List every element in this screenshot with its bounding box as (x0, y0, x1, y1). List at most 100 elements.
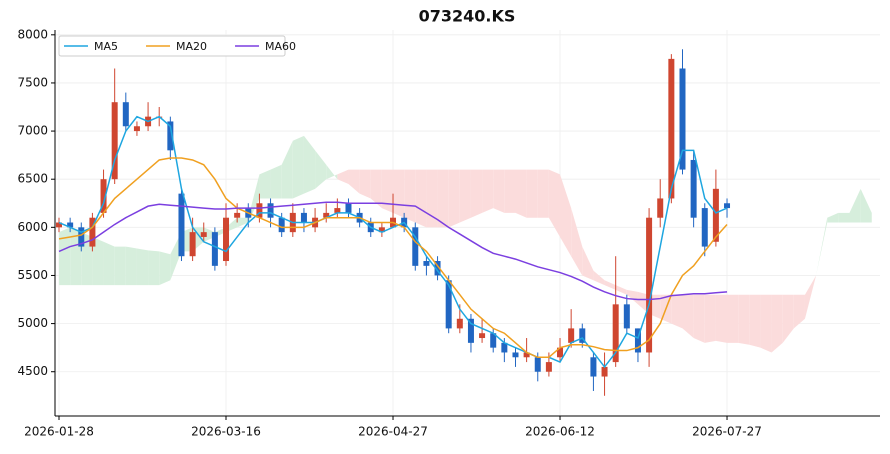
candle-body (278, 217, 285, 233)
cloud-segment (526, 169, 538, 218)
cloud-segment (448, 169, 460, 228)
cloud-segment (303, 135, 316, 194)
cloud-segment (615, 285, 627, 295)
cloud-segment (782, 294, 794, 343)
x-tick-label: 2026-01-28 (24, 425, 94, 439)
x-tick-label: 2026-03-16 (191, 425, 261, 439)
cloud-segment (270, 164, 282, 199)
cloud-segment (237, 217, 249, 228)
cloud-segment (482, 169, 494, 213)
cloud-segment (259, 169, 271, 199)
candle-body (701, 208, 708, 247)
candle-body (690, 159, 697, 218)
cloud-segment (114, 246, 126, 286)
candle-body (724, 203, 731, 209)
candle-body (512, 352, 519, 358)
ma-line (58, 201, 728, 301)
candle-body (445, 280, 452, 329)
cloud-segment (370, 169, 382, 209)
candle-body (456, 318, 463, 329)
cloud-segment (604, 280, 616, 290)
candle-body (657, 198, 664, 218)
cloud-segment (727, 294, 739, 343)
y-tick-label: 4500 (17, 364, 48, 378)
y-tick-label: 8000 (17, 27, 48, 41)
candle-body (78, 227, 85, 247)
cloud-segment (148, 250, 160, 286)
cloud-segment (838, 212, 850, 223)
cloud-segment (292, 135, 304, 199)
cloud-segment (426, 169, 438, 228)
cloud-segment (348, 169, 360, 194)
cloud-segment (125, 246, 137, 286)
cloud-segment (92, 236, 104, 286)
cloud-segment (593, 270, 605, 286)
cloud-segment (738, 294, 750, 345)
cloud-segment (159, 251, 171, 286)
x-tick-label: 2026-06-12 (525, 425, 595, 439)
candle-body (557, 347, 564, 358)
legend-label: MA20 (176, 40, 207, 53)
candle-body (256, 203, 263, 218)
cloud-segment (860, 188, 872, 223)
ma-line (58, 115, 728, 369)
cloud-segment (393, 169, 405, 218)
cloud-segment (793, 294, 805, 329)
candle-body (579, 328, 586, 343)
candle-body (378, 227, 385, 233)
candle-body (334, 208, 341, 213)
candle-body (300, 212, 307, 223)
candle-body (501, 342, 508, 353)
candle-body (345, 203, 352, 213)
candle-body (479, 333, 486, 339)
y-tick-label: 5000 (17, 316, 48, 330)
cloud-segment (359, 169, 371, 199)
candle-body (200, 232, 207, 237)
cloud-segment (849, 188, 861, 223)
candle-body (56, 222, 63, 228)
cloud-segment (404, 169, 416, 223)
cloud-segment (136, 248, 149, 286)
cloud-segment (693, 294, 705, 343)
cloud-segment (571, 208, 583, 276)
candle-body (211, 232, 218, 266)
y-tick-label: 6000 (17, 220, 48, 234)
cloud-segment (381, 169, 394, 213)
y-tick-label: 7500 (17, 75, 48, 89)
cloud-segment (493, 169, 505, 213)
ma-line (58, 157, 728, 359)
cloud-segment (459, 169, 471, 223)
cloud-segment (626, 289, 638, 305)
candle-body (89, 217, 96, 247)
cloud-segment (315, 150, 327, 189)
chart-title: 073240.KS (419, 7, 516, 26)
candle-body (712, 188, 719, 242)
legend-label: MA5 (94, 40, 118, 53)
cloud-segment (281, 140, 293, 199)
legend-label: MA60 (265, 40, 296, 53)
cloud-segment (515, 169, 527, 218)
candle-body (434, 261, 441, 276)
candle-body (601, 366, 608, 377)
candle-body (423, 261, 430, 266)
cloud-segment (560, 174, 572, 257)
cloud-segment (437, 169, 449, 228)
cloud-segment (470, 169, 483, 218)
candle-body (133, 126, 140, 132)
y-tick-label: 7000 (17, 124, 48, 138)
candle-body (167, 121, 174, 151)
candle-body (412, 227, 419, 266)
candle-body (223, 217, 230, 262)
y-tick-label: 5500 (17, 268, 48, 282)
legend: MA5 MA20 MA60 (58, 35, 296, 57)
cloud-segment (326, 164, 338, 180)
candle-body (623, 304, 630, 329)
cloud-segment (715, 294, 728, 343)
candle-body (189, 232, 196, 257)
cloud-segment (749, 294, 761, 348)
x-tick-label: 2026-04-27 (358, 425, 428, 439)
candle-body (234, 212, 241, 218)
candle-body (534, 357, 541, 372)
